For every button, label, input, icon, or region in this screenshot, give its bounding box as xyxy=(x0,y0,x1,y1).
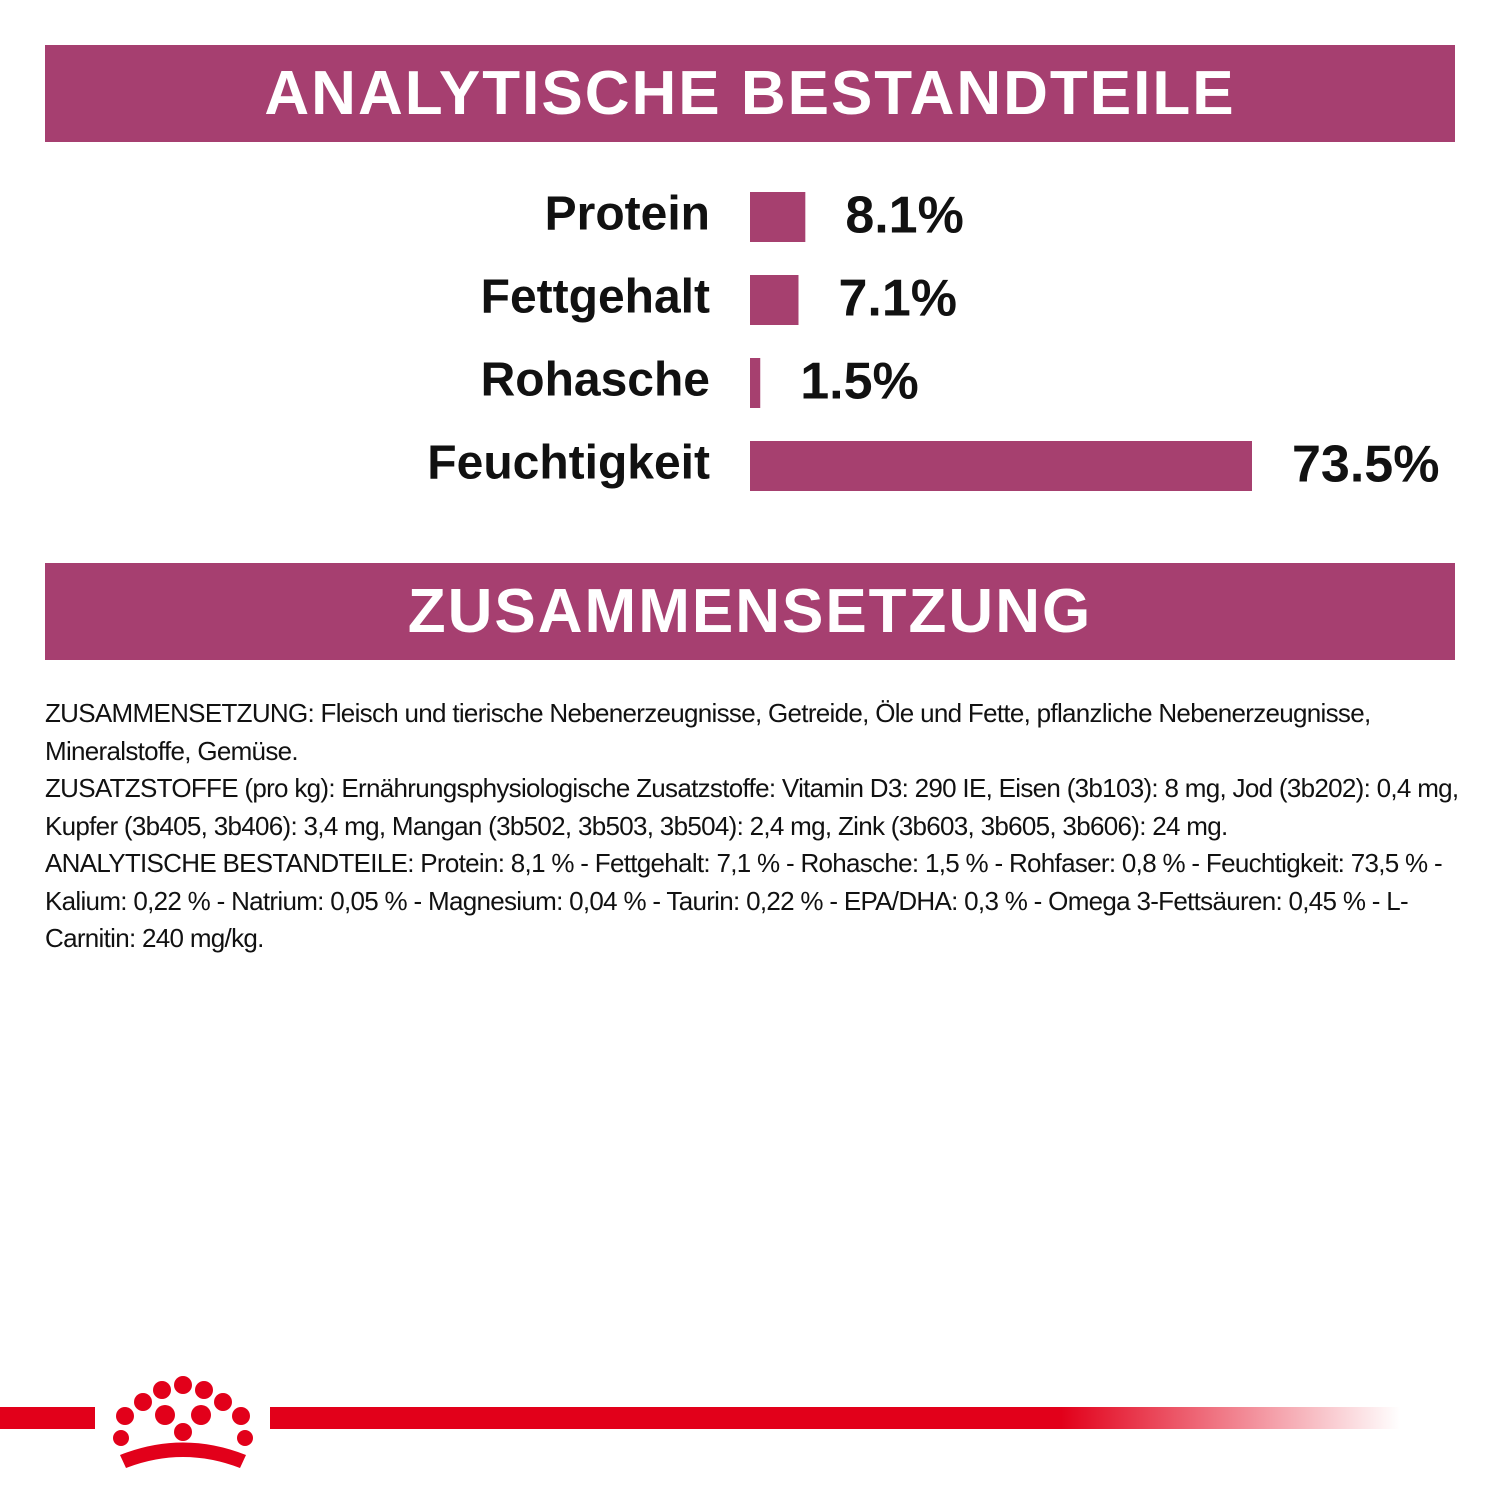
value-label: 73.5% xyxy=(1292,436,1439,494)
section-title: ZUSAMMENSETZUNG xyxy=(45,563,1455,660)
value-label: 8.1% xyxy=(845,187,964,245)
paragraph: ZUSAMMENSETZUNG: Fleisch und tierische N… xyxy=(45,698,1371,766)
bar xyxy=(750,192,806,242)
brand-logo xyxy=(0,1376,1400,1468)
chart-title: ANALYTISCHE BESTANDTEILE xyxy=(45,45,1455,142)
value-label: 7.1% xyxy=(838,270,957,328)
paragraph: ZUSATZSTOFFE (pro kg): Ernährungsphysiol… xyxy=(45,773,1459,841)
category-label: Rohasche xyxy=(481,354,710,407)
chart: Protein 8.1% Fettgehalt 7.1% Rohasche 1.5% Feu… xyxy=(427,187,1439,494)
bar xyxy=(750,441,1252,491)
value-label: 1.5% xyxy=(800,353,919,411)
category-label: Fettgehalt xyxy=(481,271,710,324)
paragraph: ANALYTISCHE BESTANDTEILE: Protein: 8,1 %… xyxy=(45,848,1443,953)
category-label: Protein xyxy=(545,188,710,241)
bar xyxy=(750,275,799,325)
category-label: Feuchtigkeit xyxy=(427,437,710,490)
bar xyxy=(750,358,761,408)
composition-text: ZUSAMMENSETZUNG: Fleisch und tierische N… xyxy=(45,695,1460,958)
